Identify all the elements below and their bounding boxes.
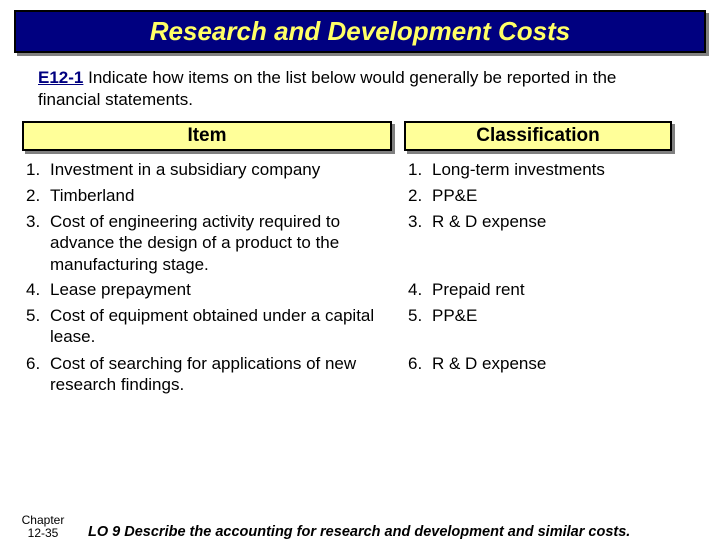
item-text: Timberland [50, 185, 392, 206]
classification-text: PP&E [432, 185, 674, 206]
classification-row: 3.R & D expense [404, 211, 674, 277]
learning-objective: LO 9 Describe the accounting for researc… [88, 524, 706, 540]
chapter-line2: 12-35 [14, 527, 72, 540]
item-row: 4.Lease prepayment [22, 279, 392, 303]
classification-text: PP&E [432, 305, 674, 326]
item-row: 3.Cost of engineering activity required … [22, 211, 392, 277]
title-bar: Research and Development Costs [14, 10, 706, 53]
classification-text: R & D expense [432, 353, 674, 374]
classification-number: 3. [404, 211, 432, 232]
exercise-label: E12-1 [38, 68, 83, 87]
item-number: 6. [22, 353, 50, 374]
footer: Chapter 12-35 LO 9 Describe the accounti… [14, 514, 706, 540]
item-text: Investment in a subsidiary company [50, 159, 392, 180]
item-row: 2.Timberland [22, 185, 392, 209]
classification-row: 1.Long-term investments [404, 159, 674, 183]
classification-row: 2.PP&E [404, 185, 674, 209]
item-number: 3. [22, 211, 50, 232]
classification-text: Long-term investments [432, 159, 674, 180]
item-number: 5. [22, 305, 50, 326]
exercise-text: Indicate how items on the list below wou… [38, 68, 616, 109]
item-number: 4. [22, 279, 50, 300]
classification-number: 6. [404, 353, 432, 374]
classification-text: R & D expense [432, 211, 674, 232]
item-text: Cost of engineering activity required to… [50, 211, 392, 275]
classification-text: Prepaid rent [432, 279, 674, 300]
classification-row: 6. R & D expense [404, 353, 674, 399]
header-item: Item [22, 121, 392, 151]
classification-row: 4.Prepaid rent [404, 279, 674, 303]
item-row: 5.Cost of equipment obtained under a cap… [22, 305, 392, 351]
items-column: 1.Investment in a subsidiary company2.Ti… [22, 159, 392, 401]
classification-number: 4. [404, 279, 432, 300]
page-title: Research and Development Costs [150, 16, 570, 46]
item-number: 2. [22, 185, 50, 206]
item-text: Lease prepayment [50, 279, 392, 300]
classification-row: 5.PP&E [404, 305, 674, 351]
item-text: Cost of searching for applications of ne… [50, 353, 392, 396]
content-columns: 1.Investment in a subsidiary company2.Ti… [22, 159, 674, 401]
chapter-label: Chapter 12-35 [14, 514, 72, 540]
classification-number: 2. [404, 185, 432, 206]
item-row: 1.Investment in a subsidiary company [22, 159, 392, 183]
classification-number: 5. [404, 305, 432, 326]
item-number: 1. [22, 159, 50, 180]
table-headers: Item Classification [22, 121, 672, 151]
classification-number: 1. [404, 159, 432, 180]
header-classification: Classification [404, 121, 672, 151]
exercise-instruction: E12-1 Indicate how items on the list bel… [38, 67, 682, 111]
chapter-line1: Chapter [14, 514, 72, 527]
item-text: Cost of equipment obtained under a capit… [50, 305, 392, 348]
item-row: 6.Cost of searching for applications of … [22, 353, 392, 399]
classifications-column: 1.Long-term investments2.PP&E3.R & D exp… [404, 159, 674, 401]
